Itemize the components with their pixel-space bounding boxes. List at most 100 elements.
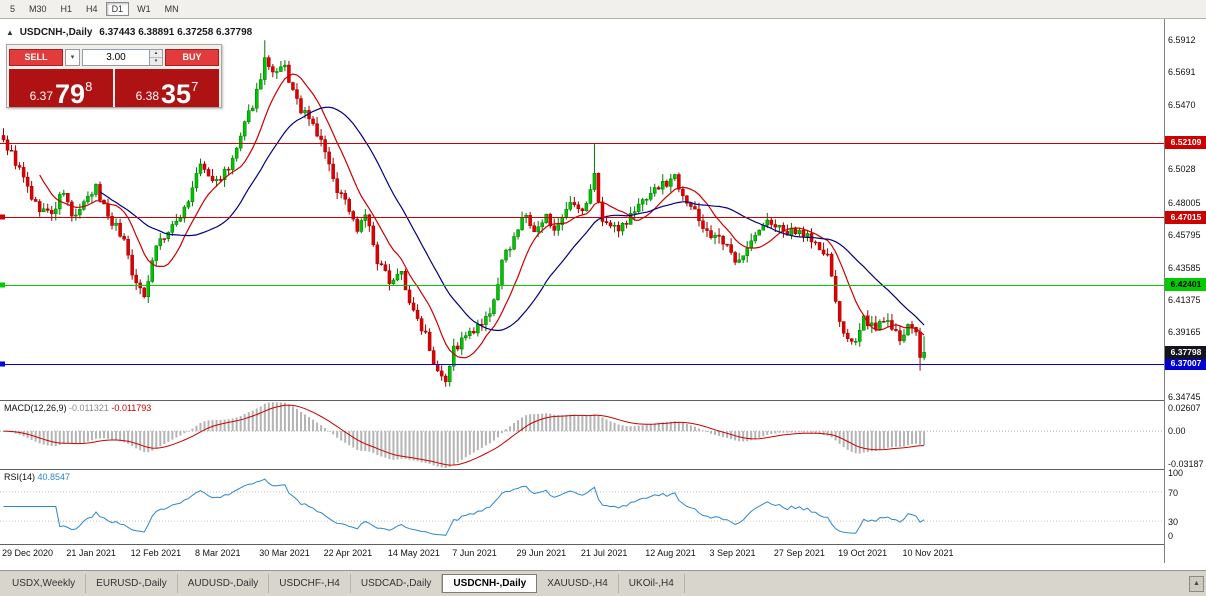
chart-tab-usdcad-daily[interactable]: USDCAD-,Daily bbox=[351, 574, 443, 593]
timeframe-button-d1[interactable]: D1 bbox=[105, 2, 130, 16]
volume-input[interactable] bbox=[82, 48, 150, 66]
x-axis-label: 21 Jul 2021 bbox=[580, 548, 628, 558]
chart-tab-bar: USDX,Weekly EURUSD-,Daily AUDUSD-,Daily USD… bbox=[0, 570, 1206, 596]
price-level-badge[interactable]: 6.52109 bbox=[1165, 136, 1206, 150]
volume-increase-button[interactable]: ▴ bbox=[150, 50, 162, 58]
x-axis-label: 29 Dec 2020 bbox=[2, 548, 54, 558]
x-axis-label: 8 Mar 2021 bbox=[194, 548, 241, 558]
x-axis-label: 14 May 2021 bbox=[387, 548, 440, 558]
ma-slow-line bbox=[99, 106, 925, 332]
macd-indicator-panel: MACD(12,26,9) -0.011321 -0.011793 bbox=[0, 401, 1164, 470]
x-axis-label: 7 Jun 2021 bbox=[452, 548, 497, 558]
x-axis-label: 29 Jun 2021 bbox=[516, 548, 567, 558]
sell-button[interactable]: SELL bbox=[9, 48, 63, 66]
x-axis-label: 10 Nov 2021 bbox=[902, 548, 954, 558]
buy-price-pip-digit: 7 bbox=[191, 79, 199, 94]
volume-spinner: ▴ ▾ bbox=[150, 48, 163, 66]
x-axis-label: 3 Sep 2021 bbox=[709, 548, 756, 558]
chart-tab-eurusd-daily[interactable]: EURUSD-,Daily bbox=[86, 574, 178, 593]
price-chart-panel[interactable]: ▲ USDCNH-,Daily 6.37443 6.38891 6.37258 … bbox=[0, 19, 1164, 401]
y-axis-label: 6.5028 bbox=[1168, 164, 1196, 175]
x-axis-label: 22 Apr 2021 bbox=[323, 548, 373, 558]
y-axis-label: 6.41375 bbox=[1168, 294, 1201, 305]
chart-tab-usdx-weekly[interactable]: USDX,Weekly bbox=[2, 574, 87, 593]
ma-fast-line bbox=[39, 73, 925, 359]
timeframe-toolbar: 5 M30 H1 H4 D1 W1 MN bbox=[0, 0, 1206, 19]
rsi-line bbox=[3, 478, 925, 536]
macd-chart bbox=[0, 402, 1164, 468]
macd-scale-label: 0.02607 bbox=[1168, 403, 1201, 413]
macd-scale-label: -0.03187 bbox=[1168, 459, 1204, 469]
y-axis-label: 6.5691 bbox=[1168, 67, 1196, 78]
x-axis-label: 30 Mar 2021 bbox=[259, 548, 310, 558]
rsi-scale-label: 70 bbox=[1168, 487, 1179, 498]
y-axis-label: 6.43585 bbox=[1168, 262, 1201, 273]
volume-decrease-button[interactable]: ▾ bbox=[154, 57, 158, 64]
x-axis-label: 19 Oct 2021 bbox=[838, 548, 888, 558]
rsi-label: RSI(14) 40.8547 bbox=[4, 472, 70, 482]
timeframe-button-mn[interactable]: MN bbox=[164, 4, 179, 14]
y-axis-label: 6.5912 bbox=[1168, 34, 1196, 45]
line-anchor-marker bbox=[0, 282, 5, 288]
rsi-indicator-panel: RSI(14) 40.8547 bbox=[0, 470, 1164, 545]
collapse-trade-panel-icon[interactable]: ▲ bbox=[6, 28, 14, 37]
price-level-badge[interactable]: 6.47015 bbox=[1165, 210, 1206, 224]
price-axis[interactable]: 6.5912 6.5691 6.5470 6.5028 6.48005 6.45795 6.… bbox=[1164, 19, 1206, 563]
macd-signal-line bbox=[3, 404, 925, 466]
y-axis-label: 6.5470 bbox=[1168, 99, 1196, 110]
buy-price-big-digits: 35 bbox=[161, 79, 192, 109]
scroll-up-arrow[interactable]: ▲ bbox=[1189, 576, 1204, 592]
timeframe-button-h4[interactable]: H4 bbox=[86, 4, 98, 14]
sell-price-pip-digit: 8 bbox=[85, 79, 93, 94]
x-axis-label: 27 Sep 2021 bbox=[773, 548, 825, 558]
chart-symbol-period: USDCNH-,Daily bbox=[19, 27, 93, 38]
sell-price-prefix: 6.37 bbox=[29, 89, 54, 103]
chart-tab-usdcnh-daily[interactable]: USDCNH-,Daily bbox=[442, 574, 538, 593]
macd-main-value: -0.011321 bbox=[69, 403, 109, 413]
chart-tab-ukoil-h4[interactable]: UKOil-,H4 bbox=[619, 574, 685, 593]
volume-dropdown-button[interactable]: ▾ bbox=[65, 48, 80, 66]
time-axis[interactable]: 29 Dec 2020 21 Jan 2021 12 Feb 2021 8 Mar 2… bbox=[0, 545, 1164, 563]
price-level-badge[interactable]: 6.42401 bbox=[1165, 278, 1206, 292]
one-click-trading-panel: SELL ▾ ▴ ▾ BUY 6.37798 6.383 bbox=[6, 44, 222, 108]
sell-price-display[interactable]: 6.37 79 8 bbox=[9, 69, 113, 109]
chart-tab-audusd-daily[interactable]: AUDUSD-,Daily bbox=[178, 574, 270, 593]
timeframe-button-w1[interactable]: W1 bbox=[137, 4, 151, 14]
volume-box: ▴ ▾ bbox=[82, 48, 163, 66]
rsi-scale-label: 30 bbox=[1168, 517, 1179, 528]
current-price-badge: 6.37798 bbox=[1165, 345, 1206, 359]
y-axis-label: 6.48005 bbox=[1168, 197, 1201, 208]
chart-ohlc-values: 6.37443 6.38891 6.37258 6.37798 bbox=[99, 27, 253, 38]
line-anchor-marker bbox=[0, 361, 5, 367]
buy-button[interactable]: BUY bbox=[165, 48, 219, 66]
chevron-down-icon: ▾ bbox=[70, 54, 75, 61]
macd-name: MACD(12,26,9) bbox=[4, 403, 67, 413]
sell-price-big-digits: 79 bbox=[55, 79, 86, 109]
candlestick-chart bbox=[0, 40, 1164, 387]
x-axis-label: 12 Feb 2021 bbox=[130, 548, 182, 558]
y-axis-label: 6.45795 bbox=[1168, 230, 1201, 241]
x-axis-label: 21 Jan 2021 bbox=[66, 548, 116, 558]
rsi-chart bbox=[0, 478, 1164, 536]
rsi-value: 40.8547 bbox=[37, 472, 71, 482]
chart-tab-usdchf-h4[interactable]: USDCHF-,H4 bbox=[269, 574, 351, 593]
rsi-scale-label: 0 bbox=[1168, 531, 1174, 541]
timeframe-button-5[interactable]: 5 bbox=[10, 4, 16, 14]
timeframe-button-h1[interactable]: H1 bbox=[60, 4, 73, 14]
x-axis-label: 12 Aug 2021 bbox=[645, 548, 696, 558]
macd-signal-value: -0.011793 bbox=[111, 403, 152, 413]
chart-header: ▲ USDCNH-,Daily 6.37443 6.38891 6.37258 … bbox=[6, 27, 252, 38]
y-axis-label: 6.34745 bbox=[1168, 392, 1201, 403]
rsi-scale-label: 100 bbox=[1168, 468, 1184, 478]
buy-price-prefix: 6.38 bbox=[135, 89, 160, 103]
buy-price-display[interactable]: 6.38 35 7 bbox=[115, 69, 219, 109]
rsi-name: RSI(14) bbox=[4, 472, 36, 482]
chart-tab-xauusd-h4[interactable]: XAUUSD-,H4 bbox=[537, 574, 619, 593]
macd-scale-label: 0.00 bbox=[1168, 426, 1186, 437]
price-level-badge[interactable]: 6.37007 bbox=[1165, 357, 1206, 371]
macd-histogram bbox=[2, 402, 926, 468]
candles-layer bbox=[1, 40, 926, 387]
line-anchor-marker bbox=[0, 214, 5, 220]
timeframe-button-m30[interactable]: M30 bbox=[29, 4, 47, 14]
